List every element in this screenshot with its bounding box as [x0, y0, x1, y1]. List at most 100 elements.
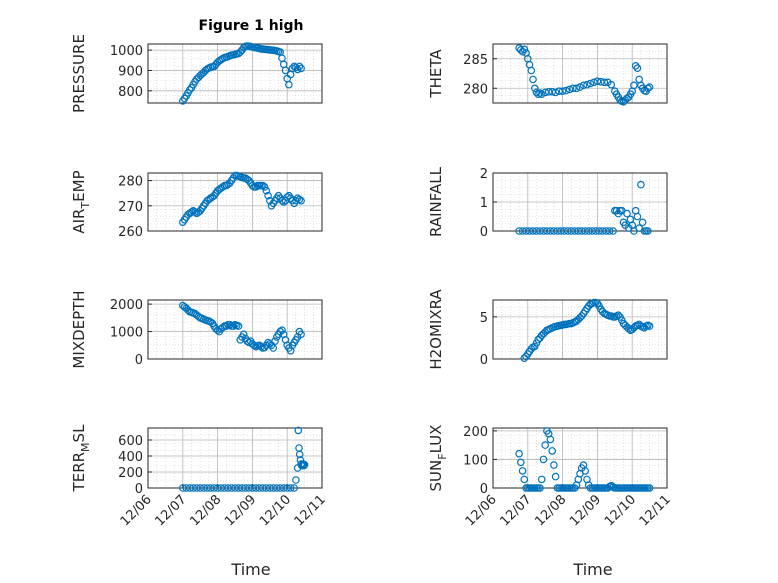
data-point	[645, 322, 654, 330]
data-point	[248, 484, 257, 492]
data-point	[281, 66, 290, 75]
data-point	[515, 449, 523, 458]
y-tick-label: 2	[480, 167, 488, 182]
data-point	[518, 467, 527, 475]
y-tick-label: 0	[480, 225, 488, 240]
y-axis-label: MIXDEPTH	[70, 290, 88, 368]
data-point	[239, 330, 248, 339]
data-point	[292, 63, 300, 72]
subplot-theta: 280 285 THETA	[427, 43, 668, 106]
data-point	[541, 88, 550, 97]
data-point	[279, 484, 288, 492]
data-point	[532, 88, 541, 97]
data-point	[206, 484, 215, 492]
axes-box	[492, 43, 668, 104]
x-tick-label: 12/08	[187, 492, 224, 529]
data-point	[278, 196, 286, 205]
y-tick-label: 0	[480, 353, 488, 368]
data-point	[633, 212, 642, 221]
data-point	[645, 484, 654, 492]
subplot-terr_msl: 0200400600TERRMSL12/0612/0712/0812/0912/…	[70, 424, 329, 529]
data-point	[248, 181, 257, 190]
data-point	[623, 209, 631, 218]
data-point	[583, 80, 591, 89]
data-point	[600, 78, 609, 87]
subplot-mixdepth: 0 1000 2000 MIXDEPTH	[70, 290, 323, 369]
data-point	[278, 54, 286, 63]
data-point	[593, 77, 602, 86]
data-point	[609, 227, 617, 235]
axes-box	[492, 427, 668, 489]
data-point	[644, 227, 652, 235]
data-point	[250, 341, 258, 350]
data-point	[285, 80, 293, 89]
y-tick-label: 280	[463, 82, 488, 97]
data-point	[529, 75, 537, 84]
data-point	[562, 86, 570, 95]
y-axis-label: THETA	[427, 49, 445, 99]
x-axis-label-right: Time	[572, 560, 612, 579]
data-point	[586, 79, 595, 88]
data-point	[520, 45, 529, 54]
data-point	[530, 84, 539, 93]
data-point	[516, 458, 525, 467]
axes-box	[147, 299, 323, 360]
data-point	[179, 484, 187, 492]
data-point	[536, 89, 544, 97]
y-tick-label: 0	[135, 353, 143, 368]
data-point	[260, 343, 269, 352]
x-tick-label: 12/09	[222, 492, 259, 529]
y-tick-label: 600	[118, 434, 143, 449]
data-point	[295, 195, 304, 204]
subplot-pressure: 800 900 1000 PRESSURE	[70, 34, 323, 113]
data-point	[297, 330, 305, 339]
data-point	[572, 84, 581, 93]
data-point	[590, 78, 598, 87]
data-point	[222, 322, 231, 330]
axes-box	[492, 299, 668, 360]
data-point	[283, 484, 292, 492]
data-point	[262, 186, 271, 195]
data-point	[210, 484, 218, 492]
y-tick-label: 0	[135, 482, 143, 497]
x-tick-label: 12/10	[602, 492, 639, 529]
data-point	[269, 344, 278, 352]
subplot-sun_flux: 0 100 200 SUNFLUX 12/0612/0712/0812/0912/101…	[427, 425, 674, 530]
figure-title: Figure 1 high	[199, 18, 304, 34]
data-point	[541, 441, 550, 449]
y-axis-label: H2OMIXRA	[427, 289, 445, 370]
data-point	[527, 66, 536, 75]
data-point	[288, 64, 297, 73]
data-point	[283, 193, 292, 201]
data-point	[271, 337, 279, 346]
data-point	[565, 85, 574, 94]
y-tick-label: 1000	[110, 44, 143, 59]
data-point	[546, 435, 555, 444]
subplot-air_temp: 260 270 280 AIRTEMP	[70, 170, 323, 240]
data-point	[286, 70, 295, 79]
data-point	[245, 484, 253, 492]
data-point	[548, 447, 557, 455]
x-tick-label: 12/06	[463, 492, 500, 529]
y-tick-label: 260	[118, 225, 143, 240]
y-axis-label: PRESSURE	[70, 34, 88, 113]
data-point	[294, 426, 303, 435]
data-point	[551, 88, 560, 97]
subplot-h2omixra: 0 5 H2OMIXRA	[427, 289, 668, 370]
data-point	[186, 86, 194, 94]
data-point	[569, 84, 577, 93]
y-tick-label: 400	[118, 450, 143, 465]
data-point	[520, 354, 529, 363]
data-point	[196, 484, 205, 492]
data-point	[290, 484, 299, 492]
data-point	[292, 476, 300, 484]
y-tick-label: 200	[118, 466, 143, 481]
data-point	[192, 484, 201, 492]
data-point	[579, 81, 588, 90]
data-point	[537, 475, 546, 484]
data-point	[644, 84, 652, 93]
data-point	[614, 311, 623, 320]
y-tick-label: 800	[118, 85, 143, 100]
